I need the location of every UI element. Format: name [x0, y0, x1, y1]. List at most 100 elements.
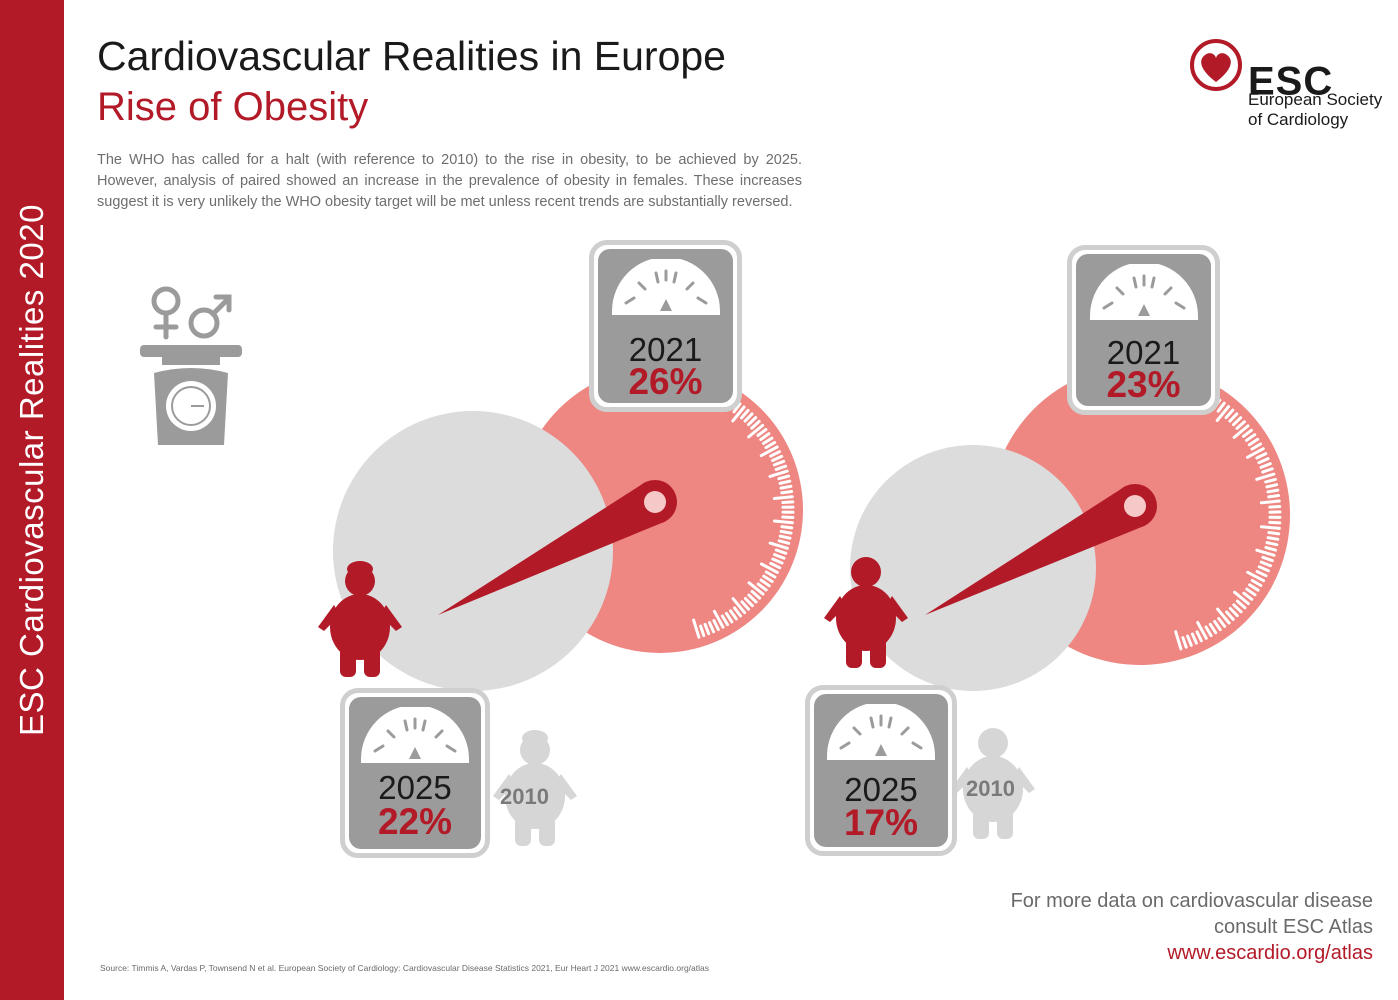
gauge-tick: [1232, 424, 1250, 439]
logo-name-line1: European Society: [1248, 90, 1383, 109]
gauge-tick: [759, 445, 779, 458]
footer-note: For more data on cardiovascular disease …: [1011, 888, 1373, 966]
gauge-tick: [747, 423, 765, 439]
gauge-tick: [1268, 520, 1282, 525]
gauge-dial-center: [333, 411, 613, 691]
atlas-link[interactable]: www.escardio.org/atlas: [1167, 942, 1373, 964]
figure-hair: [347, 561, 373, 577]
gauge-tick: [779, 529, 793, 535]
gauge-tick: [740, 600, 751, 611]
gauge-tick: [747, 416, 758, 427]
gauge-tick: [1216, 607, 1231, 625]
side-bar: ESC Cardiovascular Realities 2020: [0, 0, 64, 1000]
figure-right-arm: [1013, 767, 1035, 793]
gauge-tick: [1259, 560, 1272, 568]
gauge-tick: [1266, 488, 1280, 494]
scale-dial-icon: [361, 707, 469, 763]
gauge-tick: [756, 428, 768, 437]
gauge-tick: [771, 454, 784, 462]
figure-right-leg: [364, 647, 380, 677]
gauge-tick: [1259, 525, 1281, 530]
gauge-tick: [772, 495, 794, 500]
figure-right-arm: [886, 596, 908, 622]
gauge-tick: [743, 412, 754, 423]
gauge-tick: [768, 469, 789, 478]
gauge-needle-hub-center: [1124, 495, 1146, 517]
figure-right-leg: [870, 638, 886, 668]
gauge-ticks: [692, 391, 795, 639]
gauge-male: [824, 365, 1290, 839]
gauge-tick: [1208, 622, 1218, 635]
gauge-tick: [756, 582, 768, 592]
gauge-tick: [1228, 607, 1239, 618]
figure-body: [963, 756, 1023, 822]
footer-more-line1: For more data on cardiovascular disease: [1010, 890, 1373, 912]
gauge-needle: [925, 486, 1146, 615]
gauge-tick: [771, 557, 784, 565]
gauge-tick: [764, 570, 777, 579]
scale-card-2021-female: 2021 26%: [589, 240, 742, 412]
scale-year-label: 2025: [844, 771, 918, 808]
gauge-tick: [747, 593, 758, 604]
gauge-tick: [1257, 565, 1270, 573]
gauge-tick: [1242, 591, 1254, 601]
gauge-tick: [1250, 442, 1263, 451]
scale-dial-icon: [1089, 264, 1198, 320]
baseline-figure-icon: [951, 728, 1035, 839]
figure-right-leg: [539, 816, 555, 846]
gauge-tick: [1195, 630, 1203, 643]
gauge-tick: [772, 459, 786, 467]
gauge-tick: [1233, 590, 1250, 606]
scale-dial-icon: [827, 704, 935, 760]
gauge-tick: [1235, 420, 1246, 430]
gauge-tick: [1247, 437, 1260, 447]
gauge-tick: [750, 419, 761, 430]
gauge-tick: [1217, 617, 1227, 628]
figure-body: [505, 763, 565, 829]
gauge-tick: [1265, 541, 1279, 547]
gauge-tick: [1232, 416, 1243, 427]
gauge-tick: [1245, 433, 1257, 442]
scale-percent-value: 23%: [1106, 364, 1181, 405]
gauge-tick: [1224, 408, 1235, 420]
gauge-tick: [1232, 603, 1243, 614]
gauge-tick: [731, 405, 746, 423]
obese-male-icon: [824, 557, 908, 668]
gauge-tick: [1267, 531, 1281, 536]
gauge-tick: [1196, 621, 1208, 640]
figure-left-arm: [824, 596, 846, 622]
gauge-tick: [1259, 499, 1281, 505]
gauge-tick: [1255, 452, 1268, 460]
gauge-tick: [773, 553, 786, 560]
gauge-tick: [692, 618, 701, 639]
scale-percent-value: 26%: [628, 361, 703, 402]
gauge-tick: [712, 609, 725, 629]
gauge-tick: [759, 578, 771, 588]
scale-dial-icon: [611, 259, 720, 315]
page-subtitle: Rise of Obesity: [97, 85, 369, 129]
gauge-tick: [768, 541, 789, 550]
gauge-tick: [703, 622, 711, 636]
scale-card-2021-male: 2021 23%: [1067, 245, 1220, 415]
gauge-tick: [1264, 477, 1277, 484]
gauge-tick: [1181, 636, 1188, 649]
source-citation: Source: Timmis A, Vardas P, Townsend N e…: [100, 963, 709, 973]
gauge-tick: [780, 525, 794, 530]
gauge-ticks: [1174, 389, 1282, 651]
scale-percent-value: 17%: [843, 802, 919, 843]
scale-year-label: 2021: [1106, 334, 1181, 371]
gauge-tick: [743, 597, 754, 608]
page-title: Cardiovascular Realities in Europe: [97, 33, 726, 79]
gauge-tick: [1228, 412, 1239, 423]
gauge-tick: [1235, 599, 1247, 610]
gauge-tick: [769, 450, 781, 458]
figure-body: [330, 594, 390, 660]
figure-left-leg: [973, 809, 989, 839]
scale-card-body: 2021 26%: [598, 249, 733, 403]
gauge-tick: [1265, 483, 1279, 489]
gauge-tick: [778, 479, 792, 485]
logo-name: European Society of Cardiology: [1248, 90, 1382, 130]
obese-female-icon: [318, 561, 402, 677]
gauge-tick: [777, 539, 791, 545]
